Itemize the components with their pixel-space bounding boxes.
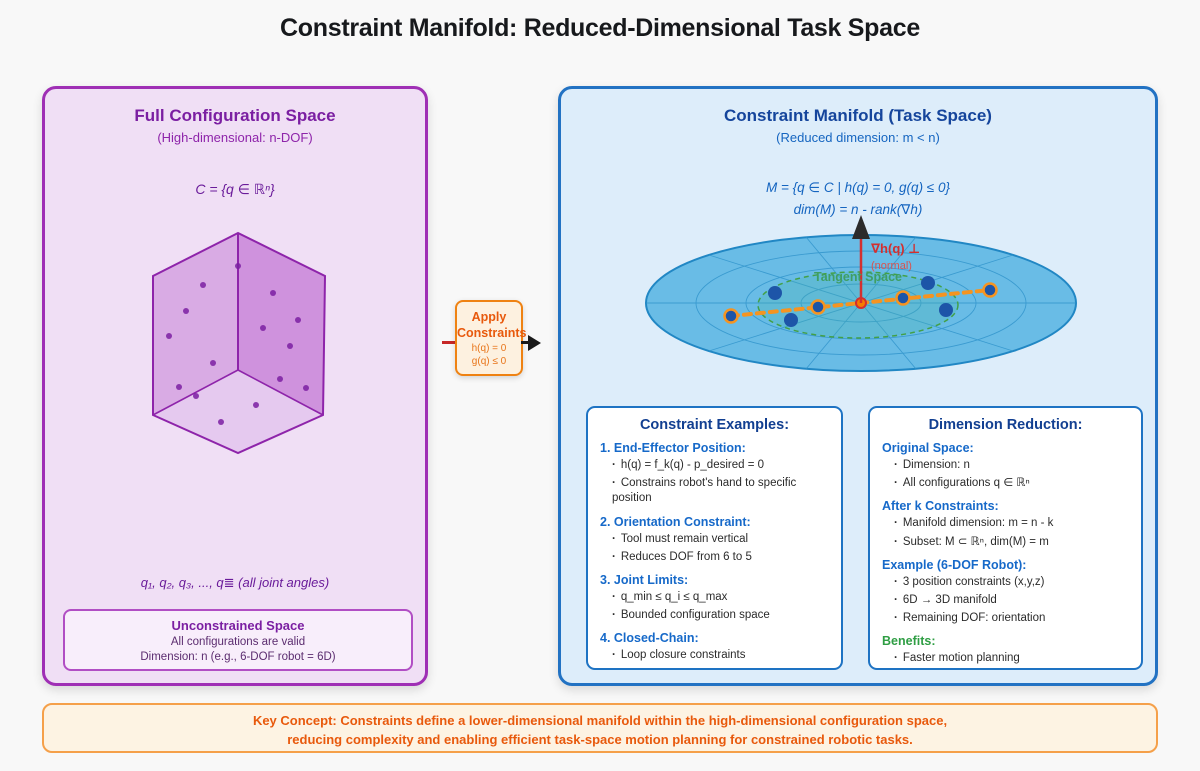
- section-heading: 3. Joint Limits:: [600, 572, 689, 587]
- constraint-manifold-panel: Constraint Manifold (Task Space) (Reduce…: [558, 86, 1158, 686]
- cube-edge-left: [152, 369, 239, 416]
- configuration-points: [166, 263, 309, 425]
- key-concept-line2: reducing complexity and enabling efficie…: [287, 731, 913, 747]
- manifold-ellipse: [645, 234, 1077, 372]
- bullet-item: Loop closure constraints: [600, 648, 829, 663]
- unconstrained-space-line1: All configurations are valid: [170, 636, 306, 648]
- connector-line-left: [442, 341, 456, 344]
- key-concept-box: Key Concept: Constraints define a lower-…: [42, 703, 1158, 753]
- full-configuration-space-panel: Full Configuration Space (High-dimension…: [42, 86, 428, 686]
- section-heading: Example (6-DOF Robot):: [882, 557, 1027, 572]
- section-heading: 4. Closed-Chain:: [600, 631, 699, 646]
- bullet-item: Faster motion planning: [882, 651, 1129, 666]
- left-panel-subtitle: (High-dimensional: n-DOF): [157, 130, 313, 145]
- tangent-space-label: Tangent Space: [814, 270, 902, 284]
- cube-outline: [152, 231, 327, 455]
- key-concept-line1: Key Concept: Constraints define a lower-…: [252, 713, 948, 728]
- bullet-item: Bounded configuration space: [600, 608, 829, 623]
- section-heading-benefits: Benefits:: [882, 634, 936, 649]
- tangent-space-ellipse: [757, 271, 959, 339]
- cube-right-face: [238, 233, 325, 415]
- bullet-item: h(q) = f_k(q) - p_desired = 0: [600, 458, 829, 473]
- bullet-item: 3 position constraints (x,y,z): [882, 575, 1129, 590]
- right-panel-subtitle: (Reduced dimension: m < n): [776, 130, 940, 145]
- bullet-item: Subset: M ⊂ ℝⁿ, dim(M) = m: [882, 535, 1129, 550]
- bullet-item: Constrains robot's hand to specific posi…: [600, 476, 829, 506]
- dimension-reduction-box: Dimension Reduction: Original Space: Dim…: [868, 406, 1143, 670]
- geodesic-path: [729, 288, 992, 318]
- unconstrained-space-line2: Dimension: n (e.g., 6-DOF robot = 6D): [140, 651, 336, 663]
- section-heading: After k Constraints:: [882, 499, 999, 514]
- unconstrained-space-title: Unconstrained Space: [171, 618, 305, 633]
- manifold-dim-formula: dim(M) = n - rank(∇h): [793, 201, 923, 217]
- bullet-item: Reduces DOF from 6 to 5: [600, 550, 829, 565]
- left-panel-title: Full Configuration Space: [134, 106, 336, 125]
- bullet-item: Tool must remain vertical: [600, 532, 829, 547]
- unconstrained-space-box: Unconstrained Space All configurations a…: [63, 609, 413, 671]
- configuration-space-cube: [152, 231, 327, 455]
- joint-angles-label: q₁, q₂, q₃, ..., q≣ (all joint angles): [140, 575, 330, 590]
- bullet-item: 6D → 3D manifold: [882, 593, 1129, 608]
- connector-arrow-icon: [528, 335, 541, 351]
- normal-vector-label: ∇h(q) ⊥: [871, 241, 920, 256]
- constraint-eq-h: h(q) = 0: [471, 343, 507, 355]
- connector-arrow-tail: [521, 341, 530, 344]
- apply-constraints-label-line2: Constraints: [457, 325, 527, 340]
- manifold-set-formula: M = {q ∈ C | h(q) = 0, g(q) ≤ 0}: [765, 180, 950, 195]
- bullet-item: All configurations q ∈ ℝⁿ: [882, 476, 1129, 491]
- apply-constraints-box: Apply Constraints h(q) = 0 g(q) ≤ 0: [455, 300, 527, 376]
- bullet-item: Manifold dimension: m = n - k: [882, 516, 1129, 531]
- dimension-reduction-title: Dimension Reduction:: [928, 417, 1083, 433]
- manifold-gridlines: [646, 236, 1076, 370]
- cube-bottom-face: [153, 370, 323, 453]
- page-title: Constraint Manifold: Reduced-Dimensional…: [280, 14, 920, 42]
- configuration-space-formula: C = {q ∈ ℝⁿ}: [195, 181, 275, 197]
- cube-edge-right: [237, 369, 324, 416]
- right-panel-title: Constraint Manifold (Task Space): [724, 106, 992, 125]
- normal-sublabel: (normal): [871, 260, 912, 272]
- manifold-illustration: ∇h(q) ⊥ (normal) Tangent Space: [645, 215, 1077, 372]
- constraint-examples-box: Constraint Examples: 1. End-Effector Pos…: [586, 406, 843, 670]
- constraint-examples-title: Constraint Examples:: [639, 417, 790, 433]
- manifold-formulas: M = {q ∈ C | h(q) = 0, g(q) ≤ 0} dim(M) …: [561, 177, 1155, 220]
- section-heading: 1. End-Effector Position:: [600, 441, 746, 455]
- apply-constraints-label-line1: Apply: [471, 310, 507, 324]
- bullet-item: Remaining DOF: orientation: [882, 611, 1129, 626]
- section-heading: 2. Orientation Constraint:: [600, 514, 751, 529]
- cube-left-face: [153, 233, 238, 415]
- section-heading: Original Space:: [882, 441, 974, 455]
- bullet-item: Dimension: n: [882, 458, 1129, 473]
- bullet-item: q_min ≤ q_i ≤ q_max: [600, 590, 829, 605]
- manifold-sample-points: [723, 276, 998, 327]
- constraint-eq-g: g(q) ≤ 0: [471, 356, 507, 368]
